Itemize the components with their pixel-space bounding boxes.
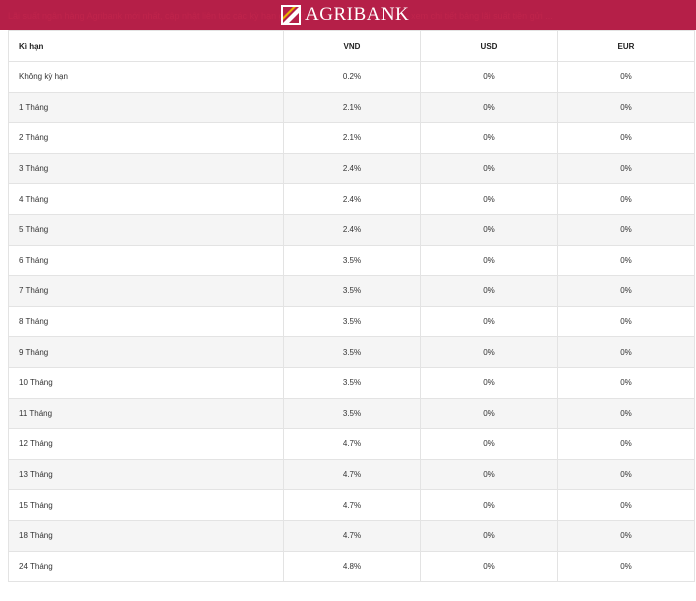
table-row: 10 Tháng 3.5% 0% 0% — [8, 366, 695, 399]
usd-rate-cell: 0% — [420, 428, 558, 460]
eur-rate-cell: 0% — [557, 550, 695, 583]
eur-rate-cell: 0% — [557, 428, 695, 460]
term-cell: 13 Tháng — [8, 458, 284, 491]
vnd-rate-cell: 2.1% — [283, 91, 421, 124]
vnd-rate-cell: 4.7% — [283, 458, 421, 491]
vnd-rate-cell: 4.8% — [283, 550, 421, 583]
usd-rate-cell: 0% — [420, 519, 558, 552]
eur-rate-cell: 0% — [557, 305, 695, 338]
column-header-term: Kì hạn — [8, 30, 284, 62]
vnd-rate-cell: 3.5% — [283, 275, 421, 307]
eur-rate-cell: 0% — [557, 61, 695, 93]
term-cell: 7 Tháng — [8, 275, 284, 307]
eur-rate-cell: 0% — [557, 275, 695, 307]
table-row: 8 Tháng 3.5% 0% 0% — [8, 305, 695, 338]
vnd-rate-cell: 3.5% — [283, 244, 421, 277]
table-row: 18 Tháng 4.7% 0% 0% — [8, 519, 695, 552]
usd-rate-cell: 0% — [420, 458, 558, 491]
usd-rate-cell: 0% — [420, 366, 558, 399]
eur-rate-cell: 0% — [557, 152, 695, 185]
term-cell: 6 Tháng — [8, 244, 284, 277]
usd-rate-cell: 0% — [420, 122, 558, 154]
eur-rate-cell: 0% — [557, 213, 695, 246]
eur-rate-cell: 0% — [557, 397, 695, 430]
usd-rate-cell: 0% — [420, 275, 558, 307]
term-cell: 2 Tháng — [8, 122, 284, 154]
term-cell: 24 Tháng — [8, 550, 284, 583]
vnd-rate-cell: 4.7% — [283, 489, 421, 521]
usd-rate-cell: 0% — [420, 213, 558, 246]
interest-rate-table: Kì hạn VND USD EUR Không kỳ hạn 0.2% 0% … — [8, 30, 695, 583]
usd-rate-cell: 0% — [420, 550, 558, 583]
header-faded-text: Lãi suất ngân hàng Agribank mới nhất, cậ… — [8, 11, 553, 21]
eur-rate-cell: 0% — [557, 336, 695, 368]
vnd-rate-cell: 2.4% — [283, 152, 421, 185]
vnd-rate-cell: 3.5% — [283, 366, 421, 399]
term-cell: 18 Tháng — [8, 519, 284, 552]
term-cell: 3 Tháng — [8, 152, 284, 185]
term-cell: 8 Tháng — [8, 305, 284, 338]
vnd-rate-cell: 2.1% — [283, 122, 421, 154]
usd-rate-cell: 0% — [420, 397, 558, 430]
eur-rate-cell: 0% — [557, 122, 695, 154]
vnd-rate-cell: 2.4% — [283, 183, 421, 215]
usd-rate-cell: 0% — [420, 152, 558, 185]
term-cell: 10 Tháng — [8, 366, 284, 399]
usd-rate-cell: 0% — [420, 61, 558, 93]
table-row: 3 Tháng 2.4% 0% 0% — [8, 152, 695, 185]
table-row: 2 Tháng 2.1% 0% 0% — [8, 122, 695, 154]
table-row: 4 Tháng 2.4% 0% 0% — [8, 183, 695, 215]
brand[interactable]: AGRIBANK — [281, 3, 409, 27]
column-header-eur: EUR — [557, 30, 695, 62]
vnd-rate-cell: 4.7% — [283, 519, 421, 552]
vnd-rate-cell: 0.2% — [283, 61, 421, 93]
eur-rate-cell: 0% — [557, 183, 695, 215]
eur-rate-cell: 0% — [557, 366, 695, 399]
table-row: 9 Tháng 3.5% 0% 0% — [8, 336, 695, 368]
usd-rate-cell: 0% — [420, 336, 558, 368]
usd-rate-cell: 0% — [420, 305, 558, 338]
term-cell: Không kỳ hạn — [8, 61, 284, 93]
table-row: 7 Tháng 3.5% 0% 0% — [8, 275, 695, 307]
eur-rate-cell: 0% — [557, 91, 695, 124]
usd-rate-cell: 0% — [420, 489, 558, 521]
table-row: 12 Tháng 4.7% 0% 0% — [8, 428, 695, 460]
usd-rate-cell: 0% — [420, 244, 558, 277]
vnd-rate-cell: 2.4% — [283, 213, 421, 246]
table-row: Không kỳ hạn 0.2% 0% 0% — [8, 61, 695, 93]
term-cell: 4 Tháng — [8, 183, 284, 215]
term-cell: 15 Tháng — [8, 489, 284, 521]
table-row: 15 Tháng 4.7% 0% 0% — [8, 489, 695, 521]
column-header-usd: USD — [420, 30, 558, 62]
term-cell: 11 Tháng — [8, 397, 284, 430]
brand-header: Lãi suất ngân hàng Agribank mới nhất, cậ… — [0, 0, 696, 30]
term-cell: 1 Tháng — [8, 91, 284, 124]
vnd-rate-cell: 3.5% — [283, 305, 421, 338]
vnd-rate-cell: 4.7% — [283, 428, 421, 460]
table-row: 13 Tháng 4.7% 0% 0% — [8, 458, 695, 491]
table-row: 11 Tháng 3.5% 0% 0% — [8, 397, 695, 430]
table-header-row: Kì hạn VND USD EUR — [8, 30, 695, 62]
table-row: 24 Tháng 4.8% 0% 0% — [8, 550, 695, 583]
eur-rate-cell: 0% — [557, 458, 695, 491]
vnd-rate-cell: 3.5% — [283, 336, 421, 368]
table-row: 5 Tháng 2.4% 0% 0% — [8, 213, 695, 246]
term-cell: 5 Tháng — [8, 213, 284, 246]
brand-name: AGRIBANK — [305, 4, 410, 25]
eur-rate-cell: 0% — [557, 244, 695, 277]
table-row: 1 Tháng 2.1% 0% 0% — [8, 91, 695, 124]
usd-rate-cell: 0% — [420, 183, 558, 215]
usd-rate-cell: 0% — [420, 91, 558, 124]
vnd-rate-cell: 3.5% — [283, 397, 421, 430]
term-cell: 12 Tháng — [8, 428, 284, 460]
eur-rate-cell: 0% — [557, 489, 695, 521]
table-row: 6 Tháng 3.5% 0% 0% — [8, 244, 695, 277]
agribank-logo-icon — [281, 5, 301, 25]
term-cell: 9 Tháng — [8, 336, 284, 368]
eur-rate-cell: 0% — [557, 519, 695, 552]
column-header-vnd: VND — [283, 30, 421, 62]
